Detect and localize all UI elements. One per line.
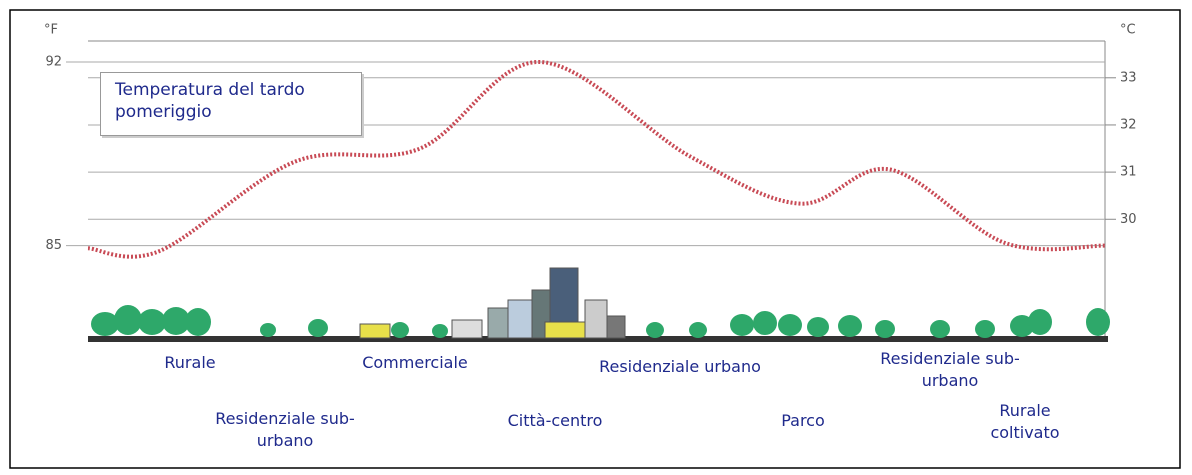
y-unit: °F xyxy=(44,23,58,38)
category-label: Rurale xyxy=(164,353,216,372)
category-label: Rurale coltivato xyxy=(990,401,1060,442)
y2-tick-label: 31 xyxy=(1120,165,1137,180)
temperature-line xyxy=(87,59,1106,259)
category-label: Residenziale sub-urbano xyxy=(880,349,1020,390)
y2-tick-label: 32 xyxy=(1120,117,1137,132)
y-tick-label: 92 xyxy=(45,54,62,69)
category-label: Commerciale xyxy=(362,353,468,372)
category-label: Residenziale urbano xyxy=(599,357,761,376)
y2-tick-label: 30 xyxy=(1120,212,1137,227)
category-label: Residenziale sub-urbano xyxy=(215,409,355,450)
frame xyxy=(9,9,1181,469)
y2-tick-label: 33 xyxy=(1120,70,1137,85)
skyline xyxy=(88,267,1110,342)
annotation: Temperatura del tardo pomeriggio xyxy=(100,72,362,136)
y-tick-label: 85 xyxy=(45,238,62,253)
y2-unit: °C xyxy=(1120,23,1136,38)
category-label: Città-centro xyxy=(507,411,603,430)
category-label: Parco xyxy=(781,411,825,430)
